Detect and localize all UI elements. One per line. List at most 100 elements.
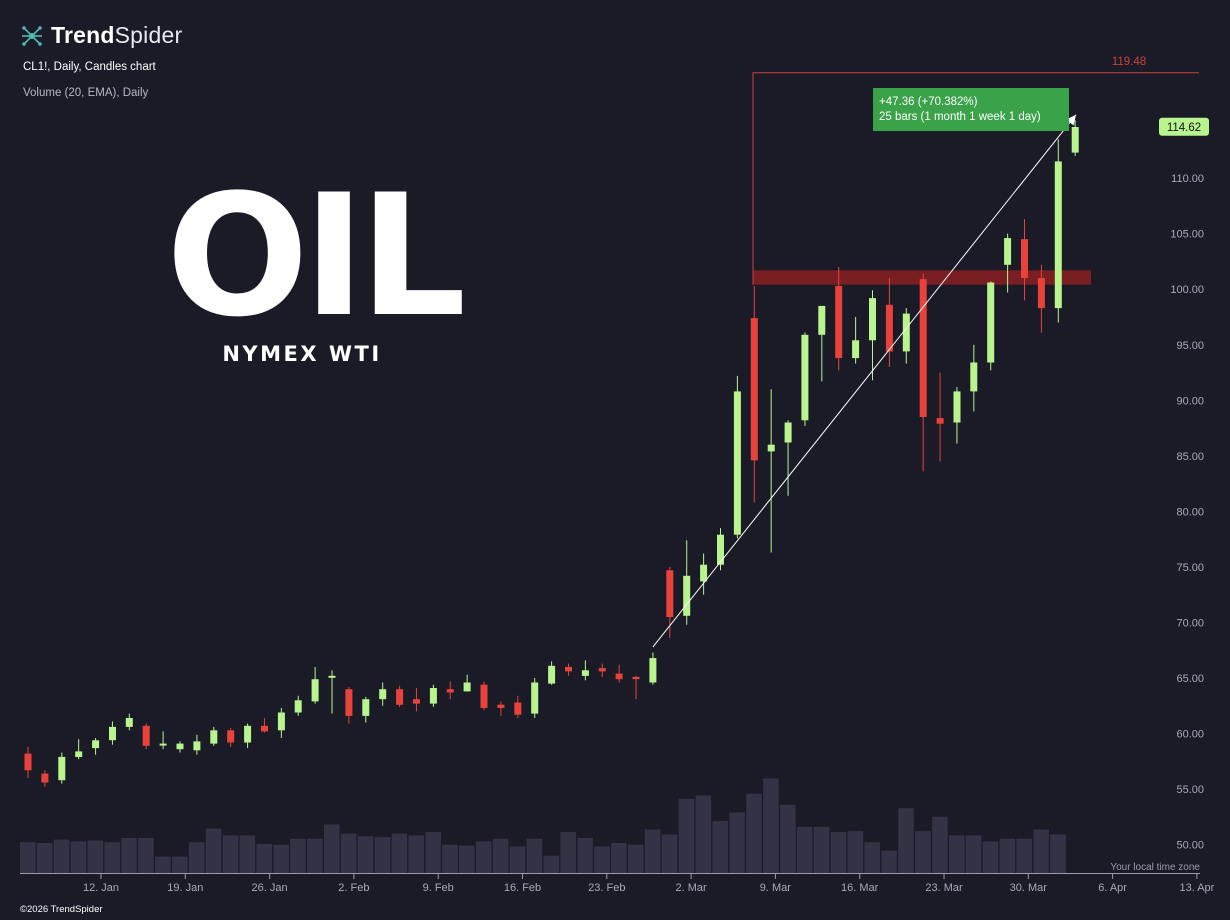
candle: [936, 372, 944, 462]
volume-bar: [205, 828, 222, 873]
candle: [970, 344, 978, 412]
candle-body: [24, 753, 32, 771]
candle-body: [717, 534, 724, 565]
y-tick-label: 110.00: [1171, 173, 1204, 185]
candle: [311, 666, 319, 704]
candle: [463, 674, 471, 692]
candle-body: [210, 730, 218, 744]
volume-bar: [357, 836, 374, 874]
candle: [362, 696, 370, 723]
x-tick-label: 30. Mar: [1010, 882, 1048, 894]
x-tick-label: 16. Feb: [504, 882, 541, 894]
candle-body: [480, 684, 488, 708]
candle-body: [581, 670, 589, 676]
candle-body: [109, 726, 116, 741]
volume-bar: [20, 842, 36, 873]
volume-bar: [138, 838, 154, 873]
volume-bars: [20, 778, 1066, 874]
volume-bar: [324, 824, 340, 873]
candle: [1004, 233, 1012, 293]
candle: [75, 739, 83, 760]
candle-body: [1021, 239, 1028, 279]
y-tick-label: 50.00: [1176, 840, 1204, 852]
candle: [109, 721, 116, 745]
candle-body: [1054, 161, 1062, 309]
chart-title: CL1!, Daily, Candles chart: [23, 61, 156, 73]
volume-bar: [695, 795, 712, 873]
candle: [480, 681, 488, 711]
candle: [497, 701, 505, 716]
candle: [328, 670, 336, 714]
candle-body: [159, 743, 167, 746]
candle-body: [531, 682, 539, 714]
measure-box: [873, 88, 1069, 131]
candle: [750, 285, 758, 503]
volume-bar: [1050, 834, 1066, 873]
candle: [396, 685, 404, 707]
candle: [666, 567, 674, 639]
volume-bar: [915, 831, 931, 873]
volume-bar: [53, 839, 70, 873]
x-tick-label: 9. Mar: [760, 882, 792, 894]
candle: [345, 686, 353, 724]
volume-bar: [340, 833, 357, 873]
candle: [632, 675, 640, 700]
candle-body: [767, 444, 775, 452]
candle: [548, 661, 556, 685]
resistance-zone: [753, 270, 1091, 285]
volume-bar: [425, 832, 441, 873]
volume-bar: [36, 843, 53, 873]
volume-bar: [391, 833, 408, 873]
candle: [92, 738, 100, 755]
candle-body: [615, 673, 623, 680]
volume-bar: [780, 804, 796, 873]
candle-body: [514, 702, 522, 715]
candle: [176, 741, 184, 753]
volume-bar: [712, 821, 728, 873]
candle-body: [970, 362, 978, 392]
volume-bar: [172, 856, 188, 873]
candle-body: [902, 313, 910, 352]
volume-bar: [864, 842, 880, 873]
x-tick-label: 26. Jan: [252, 882, 288, 894]
candle: [835, 267, 843, 371]
candle-body: [666, 570, 674, 617]
volume-bar: [847, 831, 864, 873]
volume-bar: [509, 846, 526, 873]
candle-body: [345, 689, 353, 716]
high-level-label: 119.48: [1112, 56, 1146, 68]
candle: [852, 317, 860, 364]
candle: [244, 723, 252, 748]
candle-body: [1037, 278, 1045, 309]
volume-bar: [982, 841, 999, 873]
candle: [615, 664, 623, 683]
y-tick-label: 105.00: [1170, 229, 1204, 241]
volume-bar: [408, 835, 424, 873]
candle-body: [936, 418, 944, 424]
candle: [784, 420, 792, 496]
candle: [649, 652, 657, 685]
candle: [902, 308, 910, 364]
candle: [125, 713, 133, 731]
volume-bar: [644, 829, 661, 873]
candle-body: [1071, 127, 1079, 153]
y-tick-label: 95.00: [1176, 340, 1204, 352]
y-tick-label: 55.00: [1176, 784, 1204, 796]
x-axis: 12. Jan 19. Jan 26. Jan 2. Feb 9. Feb 16. Feb…: [83, 874, 1215, 894]
candle-body: [294, 700, 302, 713]
candle: [227, 728, 235, 747]
y-tick-label: 90.00: [1176, 395, 1204, 407]
volume-bar: [239, 835, 256, 873]
volume-bar: [560, 832, 576, 873]
candle-body: [497, 704, 505, 708]
x-tick-label: 12. Jan: [83, 882, 119, 894]
volume-bar: [104, 842, 120, 873]
candle-body: [598, 668, 606, 672]
candle: [24, 746, 32, 778]
candle: [767, 389, 775, 553]
volume-bar: [70, 841, 87, 873]
candle: [193, 734, 201, 755]
candle-body: [328, 675, 336, 678]
candle-body: [1004, 238, 1012, 265]
